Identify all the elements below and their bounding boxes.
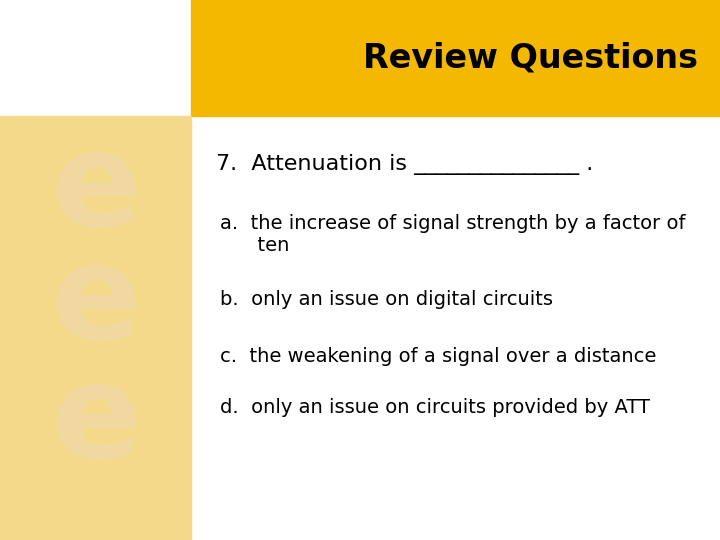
Text: a.  the increase of signal strength by a factor of
      ten: a. the increase of signal strength by a …: [220, 214, 685, 255]
Text: c.  the weakening of a signal over a distance: c. the weakening of a signal over a dist…: [220, 347, 656, 366]
Text: e: e: [51, 125, 140, 253]
Text: e: e: [51, 357, 140, 485]
Bar: [0, 116, 191, 540]
Text: b.  only an issue on digital circuits: b. only an issue on digital circuits: [220, 290, 553, 309]
Text: e: e: [51, 239, 140, 366]
Text: 7.  Attenuation is _______________ .: 7. Attenuation is _______________ .: [216, 154, 593, 175]
Bar: [191, 0, 720, 116]
Text: Review Questions: Review Questions: [364, 42, 698, 75]
Text: d.  only an issue on circuits provided by ATT: d. only an issue on circuits provided by…: [220, 398, 649, 417]
